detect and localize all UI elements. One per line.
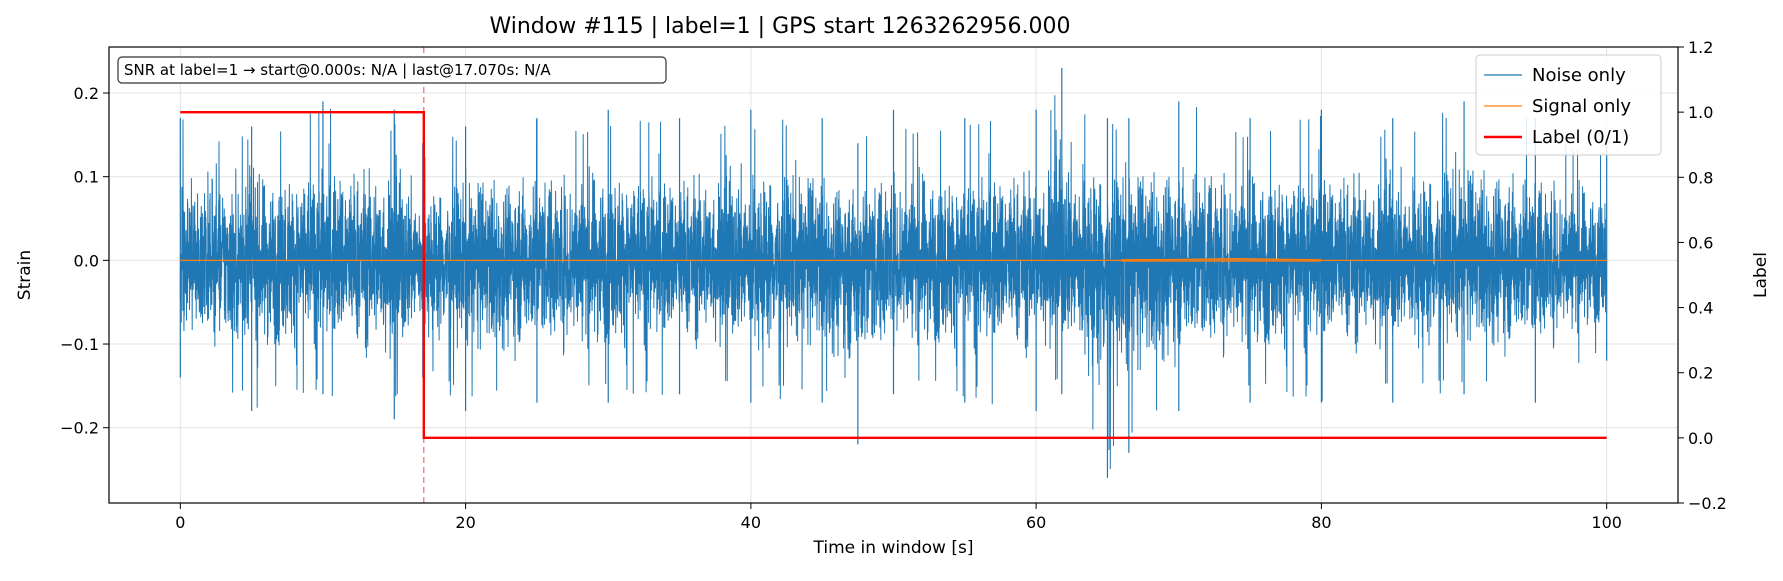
legend: Noise only Signal only Label (0/1) (1475, 54, 1662, 156)
legend-entry: Noise only (1532, 65, 1626, 86)
axes-frame (108, 46, 1679, 504)
x-axis-ticks: 0 20 40 60 80 100 (175, 503, 1622, 532)
y2-tick-label: 0.6 (1688, 233, 1713, 252)
x-tick-label: 40 (741, 513, 761, 532)
legend-entry: Label (0/1) (1532, 127, 1629, 148)
x-tick-label: 0 (175, 513, 185, 532)
y-tick-label: 0.2 (74, 84, 99, 103)
x-tick-label: 60 (1026, 513, 1046, 532)
x-tick-label: 80 (1311, 513, 1331, 532)
plot-area (179, 47, 1608, 503)
y-tick-label: 0.1 (74, 168, 99, 187)
y-tick-label: −0.2 (60, 419, 99, 438)
y-tick-label: 0.0 (74, 251, 99, 270)
snr-annotation-box (117, 56, 667, 84)
y2-tick-label: 1.0 (1688, 103, 1713, 122)
chart-title: Window #115 | label=1 | GPS start 126326… (489, 14, 1070, 39)
x-tick-label: 100 (1591, 513, 1622, 532)
series-label-step-line (180, 110, 1607, 440)
x-tick-label: 20 (455, 513, 475, 532)
y2-tick-label: 0.8 (1688, 168, 1713, 187)
x-axis-label: Time in window [s] (813, 538, 974, 558)
snr-annotation: SNR at label=1 → start@0.000s: N/A | las… (117, 56, 667, 84)
snr-annotation-text: SNR at label=1 → start@0.000s: N/A | las… (124, 61, 551, 79)
legend-box (1475, 54, 1662, 156)
y2-tick-label: −0.2 (1688, 494, 1727, 513)
y2-tick-label: 1.2 (1688, 38, 1713, 57)
y-tick-label: −0.1 (60, 335, 99, 354)
y2-tick-label: 0.2 (1688, 364, 1713, 383)
y-axis-ticks: −0.2 −0.1 0.0 0.1 0.2 (60, 84, 109, 438)
y2-tick-label: 0.0 (1688, 429, 1713, 448)
y2-tick-label: 0.4 (1688, 299, 1713, 318)
legend-entry: Signal only (1532, 96, 1631, 117)
y2-axis-ticks: −0.2 0.0 0.2 0.4 0.6 0.8 1.0 1.2 (1678, 38, 1727, 513)
y-axis-label: Strain (15, 250, 35, 300)
y2-axis-label: Label (1751, 252, 1771, 298)
